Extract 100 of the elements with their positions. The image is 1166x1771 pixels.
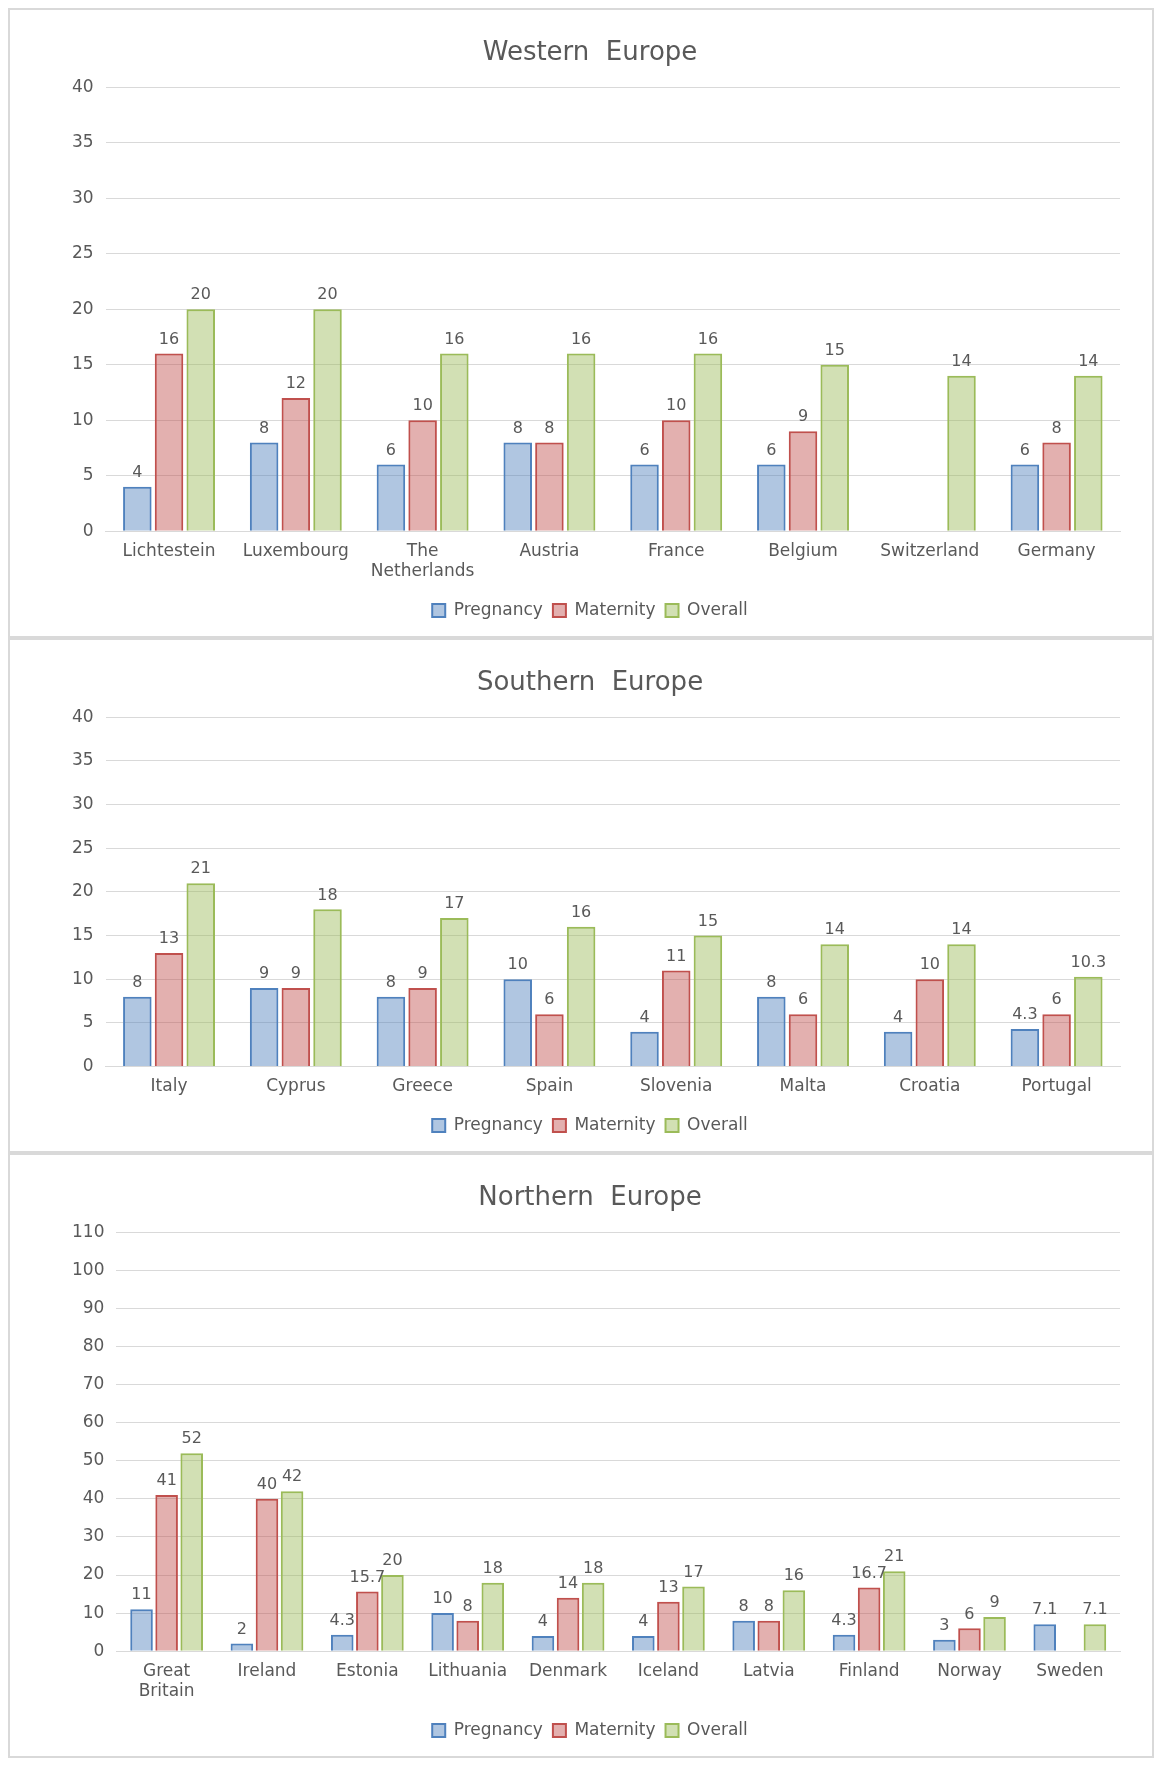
bar [1074, 375, 1103, 531]
bar [947, 944, 976, 1067]
bar [249, 987, 279, 1067]
legend-label: Maternity [574, 1718, 656, 1739]
bar [456, 1620, 479, 1651]
y-tick-label: 30 [82, 1525, 105, 1546]
bar [186, 883, 215, 1067]
data-label: 6 [766, 439, 777, 459]
legend-label: Pregnancy [453, 1113, 543, 1134]
data-label: 6 [1019, 439, 1030, 459]
y-tick-label: 15 [71, 924, 94, 944]
y-tick-label: 10 [82, 1601, 105, 1622]
data-label: 16.7 [851, 1562, 887, 1582]
y-tick-label: 10 [71, 408, 94, 429]
data-label: 14 [1078, 350, 1099, 370]
data-label: 10 [919, 954, 940, 974]
data-label: 14 [951, 350, 972, 370]
bar [788, 431, 818, 531]
data-label: 18 [582, 1557, 604, 1577]
data-label: 4.3 [831, 1609, 857, 1629]
bar [535, 1014, 564, 1067]
data-label: 14 [951, 919, 972, 939]
data-label: 9 [797, 406, 809, 426]
y-tick-label: 40 [82, 1487, 105, 1508]
data-label: 11 [666, 945, 687, 965]
data-label: 10 [666, 395, 687, 415]
y-tick-label: 90 [82, 1296, 105, 1317]
data-label: 15 [697, 910, 719, 930]
bar [983, 1616, 1006, 1651]
bar [440, 353, 469, 531]
y-tick-label: 15 [71, 353, 94, 374]
x-tick-label: Portugal [1021, 1075, 1092, 1096]
x-tick-label: Italy [150, 1075, 188, 1096]
data-label: 10.3 [1070, 951, 1107, 971]
bar [408, 420, 437, 531]
data-label: 7.1 [1032, 1599, 1058, 1619]
x-tick-label: Ireland [237, 1659, 297, 1680]
bar [154, 953, 184, 1067]
y-tick-label: 30 [71, 186, 94, 207]
chart-title: Western Europe [482, 36, 698, 67]
data-label: 8 [462, 1595, 473, 1615]
data-label: 16 [444, 328, 465, 348]
bar [330, 1634, 354, 1651]
y-tick-label: 40 [71, 75, 94, 96]
bar [1042, 1014, 1071, 1067]
y-tick-label: 25 [71, 242, 94, 263]
x-tick-label: Norway [937, 1659, 1002, 1680]
data-label: 16 [783, 1565, 805, 1585]
x-tick-label: Slovenia [640, 1075, 713, 1096]
bar [481, 1582, 505, 1651]
y-tick-label: 5 [82, 464, 94, 485]
bar [1033, 1624, 1057, 1651]
x-tick-label: Finland [838, 1659, 900, 1680]
x-tick-label: Malta [779, 1075, 827, 1096]
bar [1074, 976, 1103, 1067]
bar [123, 996, 152, 1067]
data-label: 14 [824, 919, 845, 939]
data-label: 14 [557, 1573, 579, 1593]
data-label: 4 [132, 461, 143, 481]
data-label: 8 [132, 971, 143, 991]
y-tick-label: 20 [71, 880, 94, 901]
bar [732, 1620, 755, 1651]
bar [154, 353, 184, 531]
data-label: 3 [939, 1614, 950, 1634]
y-tick-label: 70 [82, 1372, 105, 1393]
bar [503, 979, 532, 1067]
data-label: 6 [639, 439, 650, 459]
data-label: 8 [1051, 417, 1062, 437]
bar [376, 996, 406, 1067]
data-label: 9 [259, 963, 270, 983]
data-label: 4 [893, 1006, 904, 1026]
data-label: 6 [385, 439, 397, 459]
bar [958, 1628, 981, 1651]
data-label: 8 [763, 1595, 774, 1615]
bar [180, 1453, 203, 1651]
data-label: 6 [964, 1603, 975, 1623]
data-label: 9 [989, 1592, 1000, 1612]
data-label: 4 [537, 1611, 549, 1631]
bar [933, 1639, 956, 1651]
x-tick-label: Lichtestein [122, 539, 216, 560]
legend-label: Maternity [574, 1113, 656, 1134]
bar [661, 970, 691, 1067]
x-tick-label: Germany [1017, 539, 1096, 560]
y-tick-label: 35 [71, 131, 94, 152]
x-tick-label: Iceland [637, 1659, 700, 1680]
bar [693, 353, 723, 531]
data-label: 6 [797, 989, 809, 1009]
data-label: 4.3 [329, 1609, 355, 1629]
bar [915, 979, 945, 1067]
y-tick-label: 20 [82, 1563, 105, 1584]
bar [657, 1601, 680, 1651]
bar [281, 987, 311, 1067]
data-label: 41 [156, 1470, 177, 1490]
data-label: 40 [256, 1473, 278, 1493]
data-label: 16 [570, 328, 592, 348]
x-tick-label: Belgium [768, 539, 838, 560]
data-label: 7.1 [1082, 1599, 1108, 1619]
y-tick-label: 100 [71, 1258, 105, 1279]
bar [630, 464, 659, 531]
bar [255, 1498, 279, 1651]
